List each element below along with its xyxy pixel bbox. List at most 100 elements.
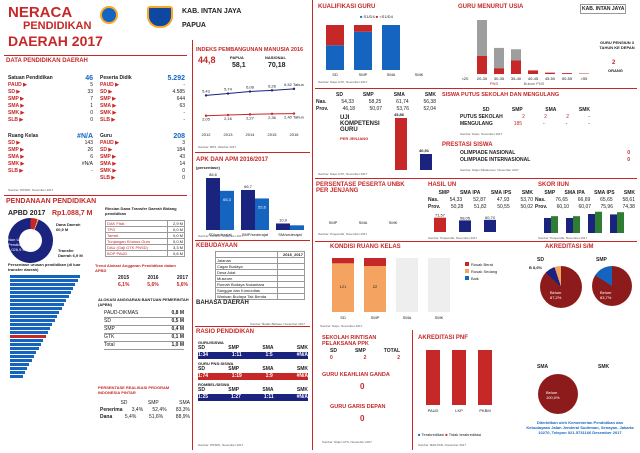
- persentase-bar: [10, 343, 41, 346]
- kual-cat: SMA: [387, 72, 396, 77]
- prestasi-source: Sumber: Ditjen Dikdasmen, November 2017: [460, 168, 519, 172]
- kual-bar-below: [354, 25, 372, 32]
- ipm-papua: 58,1: [232, 62, 246, 69]
- ipm-point: [226, 113, 230, 117]
- transfer-row: BOP PAUD 0,6 M: [105, 250, 186, 257]
- usia-cat: 40-45: [528, 76, 539, 81]
- persentase-bar: [10, 335, 46, 338]
- apk-label: 86,6: [209, 172, 218, 177]
- satuan-row: SMK ▶ 0: [8, 110, 93, 116]
- satuan-row: SMA ▶ 1: [8, 103, 93, 109]
- persentase-bar: [10, 339, 44, 342]
- usia-bar-pns: [562, 73, 572, 74]
- persentase-bar: [10, 287, 74, 290]
- data-source: Sumber: PDSPK, November 2017: [8, 188, 54, 192]
- ipm-bottom-label: 2,05: [202, 117, 211, 122]
- header: NERACA PENDIDIKAN DAERAH 2017: [0, 0, 200, 55]
- persentase-bar: [10, 303, 64, 306]
- kondisi-cat: SMP: [371, 315, 380, 320]
- usia-bar-pns: [545, 72, 555, 74]
- persentase-bar: [10, 331, 48, 334]
- persentase-bar: [10, 351, 37, 354]
- peserta-row: PAUD ▶ -: [100, 82, 185, 88]
- persentase-title: Persentase urusan pendidikan (di luar tr…: [8, 262, 81, 272]
- kual-bar-below: [326, 25, 344, 46]
- apm-label: 65,3: [223, 197, 232, 202]
- apk-subtitle: (persentase): [196, 165, 220, 170]
- unbk-cat: SMP: [329, 220, 338, 225]
- iiun-bar-nas: [566, 217, 573, 233]
- usia-bar-nonpns: [494, 47, 504, 69]
- kondisi-val: 121: [340, 284, 347, 289]
- kual-cat: SMK: [415, 72, 424, 77]
- putus-title: SISWA PUTUS SEKOLAH DAN MENGULANG: [442, 92, 560, 98]
- pnf-bar: [452, 350, 466, 405]
- akred-title: AKREDITASI S/M: [545, 244, 594, 250]
- kebudayaan-table: 2016_2017 Jalanan Cagar Budaya Desa Adat Mus…: [215, 251, 306, 300]
- persentase-bar: [10, 295, 69, 298]
- alokasi-row: GTK 0,1 M: [104, 334, 184, 342]
- pensiun-unit: ORANG: [608, 68, 623, 73]
- uk-source: Sumber: Dapo GTK, November 2017: [318, 172, 368, 176]
- pensiun-value: 2: [612, 60, 616, 66]
- alokasi-row: SMP 0,4 M: [104, 326, 184, 334]
- ipm-year: 2012: [202, 132, 212, 137]
- rasio-title: RASIO PENDIDIKAN: [196, 329, 255, 335]
- ipm-chart: 5,43 5,74 6,08 6,28 6,52 Tahun 2,05 2012 2,16 20…: [202, 82, 304, 137]
- apbd-label: APBD 2017: [8, 210, 46, 217]
- iiun-table: SMP SMA IPA SMA IPS SMK Nas. 76,65 66,69 65,65…: [535, 190, 635, 210]
- prestasi-table: OLIMPIADE NASIONAL 0 OLIMPIADE INTERNASIO…: [460, 150, 630, 163]
- ipm-year: 2013: [224, 132, 234, 137]
- un-bar: [459, 220, 471, 232]
- pip-table: SD SMP SMA Penerima 3,4% 52,4% 83,3% Dana 5,4%…: [100, 400, 190, 420]
- un-chart: 71,57 58,05 60,70: [434, 213, 496, 232]
- iiun-bar-nas: [544, 217, 551, 233]
- kondisi-cat: SMA: [403, 315, 412, 320]
- satuan-total: 46: [85, 75, 93, 82]
- data-pendidikan-title: DATA PENDIDIKAN DAERAH: [6, 58, 88, 64]
- iiun-bar-prov: [551, 216, 558, 233]
- akred-smp-pie: [592, 266, 632, 306]
- kualifikasi-source: Sumber: Dapo GTK, November 2017: [318, 80, 368, 84]
- guru-row: SLB ▶ 0: [100, 175, 185, 181]
- peserta-row: SMP ▶ 644: [100, 96, 185, 102]
- guru-total: 208: [173, 133, 185, 140]
- apk-label: 10,9: [279, 217, 288, 222]
- pnf-chart: PAUD LKP PKBM: [426, 350, 492, 413]
- satuan-row: SD ▶ 33: [8, 89, 93, 95]
- kual-bar-s1: [354, 31, 372, 70]
- ruang-label: Ruang Kelas: [8, 133, 39, 139]
- iiun-bar-prov: [617, 212, 624, 233]
- kemdikbud-logo-icon: [100, 6, 118, 24]
- apk-bar: [276, 223, 290, 230]
- pnf-cat: LKP: [455, 408, 463, 413]
- persentase-bar: [10, 311, 60, 314]
- usia-title: GURU MENURUT USIA: [458, 4, 524, 10]
- kual-bar-s1: [326, 45, 344, 70]
- putus-table: SD SMP SMA SMK PUTUS SEKOLAH 2 2 2- MENGULANG 1…: [460, 107, 590, 127]
- satuan-row: SLB ▶ 0: [8, 117, 93, 123]
- apm-bar: [290, 225, 304, 230]
- persentase-bar: [10, 355, 34, 358]
- ipm-point: [270, 89, 274, 92]
- persentase-chart: [10, 274, 90, 414]
- kondisi-legend: Rusak Sedang: [471, 269, 497, 274]
- akred-b-label: B 8,6%: [529, 265, 543, 270]
- apm-label: 7,8: [294, 231, 300, 236]
- keahlian-title: GURU KEAHLIAN GANDA: [322, 372, 390, 378]
- pnf-legend: ■ Terakreditasi ■ Tidak terakreditasi: [418, 432, 482, 437]
- kebudayaan-title: KEBUDAYAAN: [196, 243, 238, 249]
- apk-bar: [206, 178, 220, 230]
- ipm-nas: 70,18: [268, 62, 286, 69]
- ipm-year: 2015: [268, 132, 278, 137]
- header-title-1: NERACA: [8, 4, 73, 21]
- pensiun-title: GURU PENSIUN 3 TAHUN KE DEPAN: [599, 40, 635, 50]
- satuan-label: Satuan Pendidikan: [8, 75, 53, 81]
- un-source: Sumber: Puspendik, November 2017: [428, 236, 478, 240]
- un-bar-label: 71,57: [435, 213, 446, 218]
- ipm-top-label: 5,74: [224, 87, 233, 92]
- uk-bar-1: [395, 118, 407, 170]
- iiun-title: SKOR IIUN: [538, 182, 570, 188]
- apm-label: 52,6: [258, 204, 267, 209]
- kondisi-bar-sedang: [364, 266, 386, 312]
